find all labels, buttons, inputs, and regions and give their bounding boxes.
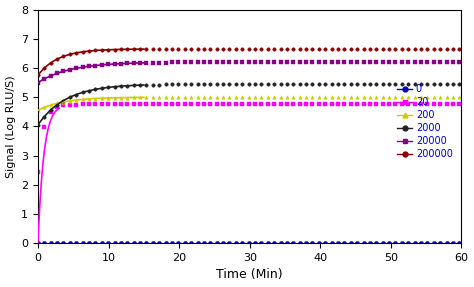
200 <box>438 96 443 99</box>
Line: 200000: 200000 <box>36 47 463 77</box>
20 <box>148 103 154 106</box>
Y-axis label: Signal (Log RLU/S): Signal (Log RLU/S) <box>6 75 16 178</box>
Line: 200: 200 <box>36 95 463 112</box>
0 <box>52 241 58 244</box>
20 <box>52 106 58 110</box>
0 <box>114 241 119 244</box>
X-axis label: Time (Min): Time (Min) <box>217 268 283 282</box>
20 <box>425 103 430 106</box>
0 <box>459 241 465 244</box>
2000 <box>438 82 443 86</box>
200000 <box>35 73 41 77</box>
20000 <box>35 81 41 84</box>
20 <box>114 103 119 106</box>
20000 <box>148 61 154 65</box>
20 <box>439 103 445 106</box>
200000 <box>459 47 465 51</box>
20 <box>61 104 66 107</box>
2000 <box>459 82 465 86</box>
20 <box>459 103 465 106</box>
20 <box>250 103 256 106</box>
200000 <box>114 48 119 51</box>
20000 <box>438 60 443 64</box>
Line: 20000: 20000 <box>36 60 463 84</box>
20000 <box>61 70 66 73</box>
Line: 20: 20 <box>36 103 463 173</box>
200000 <box>148 47 154 51</box>
200 <box>459 96 465 99</box>
2000 <box>52 105 58 108</box>
0 <box>438 241 443 244</box>
2000 <box>422 82 428 86</box>
200000 <box>52 59 58 62</box>
200 <box>35 108 41 112</box>
2000 <box>35 123 41 127</box>
Line: 0: 0 <box>36 241 464 245</box>
2000 <box>148 83 154 86</box>
0 <box>61 241 66 244</box>
20000 <box>422 60 428 64</box>
200 <box>61 100 66 104</box>
2000 <box>61 99 66 102</box>
200 <box>114 96 119 100</box>
200000 <box>438 47 443 51</box>
20 <box>35 170 41 173</box>
20000 <box>459 60 465 64</box>
200000 <box>61 55 66 58</box>
20000 <box>114 62 119 66</box>
200 <box>422 96 428 99</box>
200 <box>148 96 154 99</box>
0 <box>422 241 428 244</box>
Legend: 0, 20, 200, 2000, 20000, 200000: 0, 20, 200, 2000, 20000, 200000 <box>393 81 456 163</box>
2000 <box>114 85 119 88</box>
200000 <box>422 47 428 51</box>
0 <box>35 241 41 244</box>
Line: 2000: 2000 <box>36 82 463 127</box>
200 <box>52 102 58 106</box>
20000 <box>52 72 58 76</box>
0 <box>148 241 154 244</box>
